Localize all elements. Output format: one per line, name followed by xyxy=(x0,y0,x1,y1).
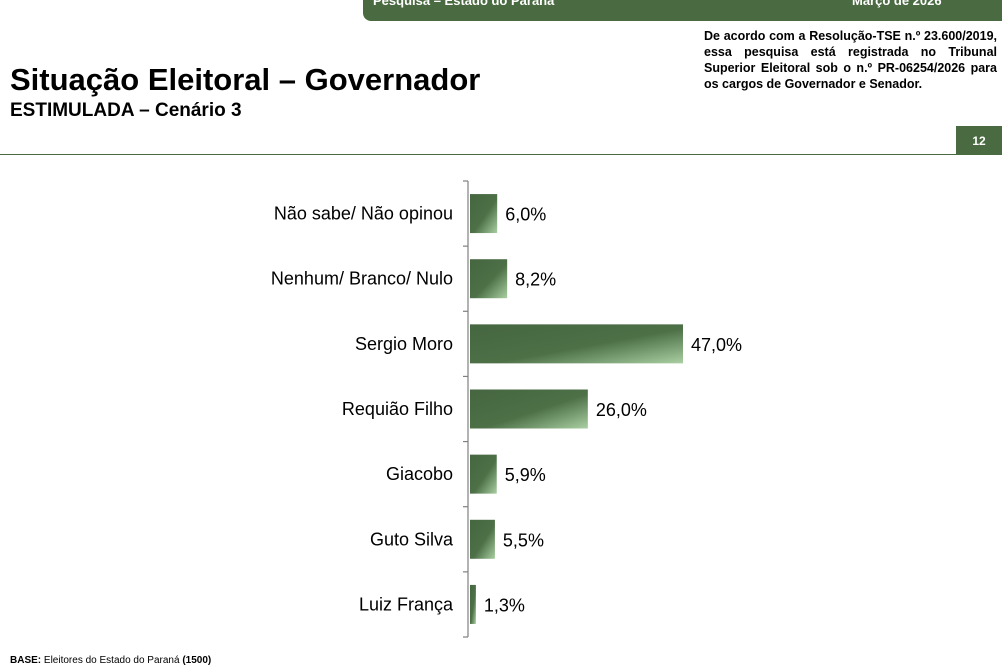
bar xyxy=(470,259,508,299)
base-count: (1500) xyxy=(182,655,212,666)
value-label: 1,3% xyxy=(484,595,525,615)
value-label: 47,0% xyxy=(691,335,742,355)
header-divider xyxy=(0,154,1002,155)
category-label: Guto Silva xyxy=(370,529,454,549)
category-label: Não sabe/ Não opinou xyxy=(274,204,453,224)
value-label: 6,0% xyxy=(505,205,546,225)
survey-date: Março de 2026 xyxy=(852,0,942,8)
category-label: Giacobo xyxy=(386,464,453,484)
bar xyxy=(470,194,498,234)
page-number: 12 xyxy=(956,126,1002,154)
base-text: Eleitores do Estado do Paraná xyxy=(43,655,180,666)
value-label: 5,5% xyxy=(503,530,544,550)
page-title: Situação Eleitoral – Governador xyxy=(10,62,481,97)
page-subtitle: ESTIMULADA – Cenário 3 xyxy=(10,100,242,121)
survey-label: Pesquisa – Estado do Paraná xyxy=(373,0,555,8)
bar xyxy=(470,389,588,429)
bar xyxy=(470,324,683,364)
base-label: BASE: xyxy=(10,655,42,666)
bar xyxy=(470,454,497,494)
category-label: Sergio Moro xyxy=(355,334,453,354)
category-label: Luiz França xyxy=(359,594,454,614)
category-label: Requião Filho xyxy=(342,399,453,419)
top-banner: Pesquisa – Estado do Paraná Março de 202… xyxy=(363,0,1002,21)
value-label: 5,9% xyxy=(505,465,546,485)
value-label: 8,2% xyxy=(515,270,556,290)
base-note: BASE: Eleitores do Estado do Paraná (150… xyxy=(10,655,211,666)
value-label: 26,0% xyxy=(596,400,647,420)
bar xyxy=(470,584,476,624)
bar-chart: Não sabe/ Não opinou 6,0% Nenhum/ Branco/ … xyxy=(271,180,742,638)
registration-notice: De acordo com a Resolução-TSE n.º 23.600… xyxy=(704,29,997,91)
category-label: Nenhum/ Branco/ Nulo xyxy=(271,269,453,289)
bar xyxy=(470,519,495,559)
